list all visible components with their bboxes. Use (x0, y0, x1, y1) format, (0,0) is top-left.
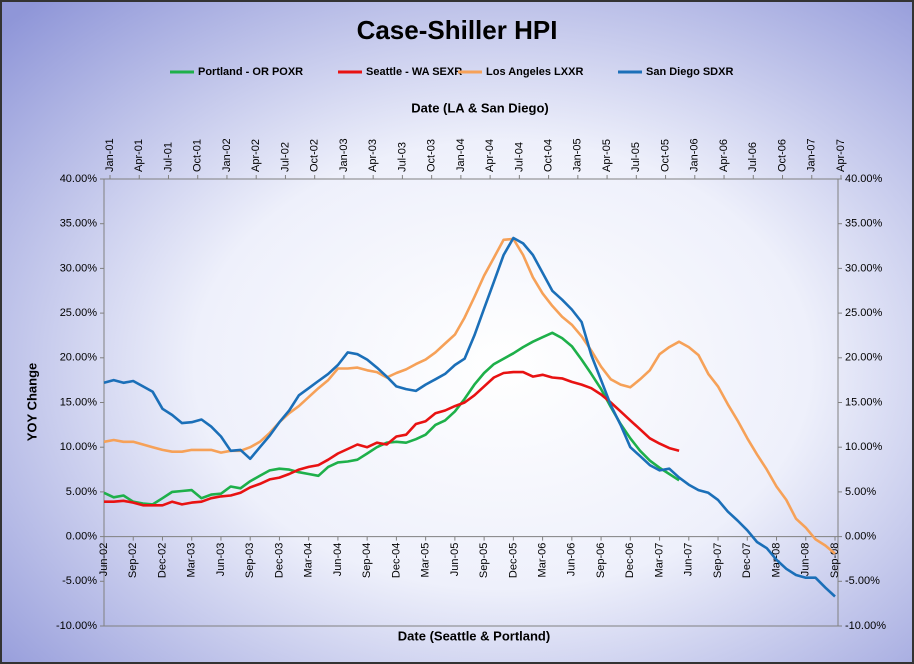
x-tick-label: Mar-06 (537, 543, 549, 578)
x2-tick-label: Jan-02 (221, 138, 233, 172)
x2-tick-label: Apr-01 (133, 139, 145, 172)
y-tick-label: 0.00% (66, 531, 97, 543)
y2-tick-label: 35.00% (845, 218, 883, 230)
x-tick-label: Sep-06 (595, 543, 607, 578)
y-tick-label: 5.00% (66, 486, 97, 498)
x2-tick-label: Oct-06 (776, 139, 788, 172)
y2-tick-label: -5.00% (845, 575, 880, 587)
x2-tick-label: Jan-01 (104, 138, 116, 172)
y-tick-label: 35.00% (60, 218, 98, 230)
x-tick-label: Dec-05 (507, 543, 519, 578)
chart-title: Case-Shiller HPI (357, 15, 558, 45)
legend-label: Los Angeles LXXR (486, 66, 583, 78)
x2-tick-label: Oct-05 (659, 139, 671, 172)
x2-tick-label: Apr-07 (835, 139, 847, 172)
x2-tick-label: Jul-05 (630, 142, 642, 172)
x2-tick-label: Jan-06 (689, 138, 701, 172)
x-tick-label: Dec-04 (390, 543, 402, 578)
x-tick-label: Sep-07 (712, 543, 724, 578)
legend-label: Portland - OR POXR (198, 66, 303, 78)
y2-tick-label: 5.00% (845, 486, 876, 498)
series-line (104, 370, 680, 507)
x2-tick-label: Jul-04 (513, 142, 525, 172)
x2-tick-label: Oct-02 (309, 139, 321, 172)
x-tick-label: Dec-03 (273, 543, 285, 578)
x2-tick-label: Jul-03 (396, 142, 408, 172)
y-tick-label: 25.00% (60, 307, 98, 319)
x2-tick-label: Jul-02 (279, 142, 291, 172)
x-tick-label: Sep-08 (829, 543, 841, 578)
x2-tick-label: Jul-06 (747, 142, 759, 172)
y-tick-label: 10.00% (60, 441, 98, 453)
series-line (103, 331, 680, 506)
x-tick-label: Jun-05 (449, 543, 461, 577)
x-tick-label: Mar-05 (420, 543, 432, 578)
x-tick-label: Sep-03 (244, 543, 256, 578)
x-tick-label: Jun-04 (332, 543, 344, 577)
x2-tick-label: Jan-07 (806, 138, 818, 172)
x2-tick-label: Jan-04 (455, 138, 467, 172)
x2-tick-label: Jan-05 (572, 138, 584, 172)
x-tick-label: Mar-07 (653, 543, 665, 578)
x-tick-label: Sep-04 (361, 543, 373, 578)
y-tick-label: 30.00% (60, 262, 98, 274)
y-tick-label: 40.00% (60, 173, 98, 185)
y2-tick-label: 15.00% (845, 396, 883, 408)
x-tick-label: Jun-08 (800, 543, 812, 577)
x2-tick-label: Oct-01 (192, 139, 204, 172)
x-tick-label: Sep-05 (478, 543, 490, 578)
x-tick-label: Dec-02 (156, 543, 168, 578)
x-tick-label: Dec-07 (741, 543, 753, 578)
x-tick-label: Sep-02 (127, 543, 139, 578)
x-tick-label: Mar-04 (303, 543, 315, 578)
x2-tick-label: Apr-04 (484, 139, 496, 172)
y-tick-label: -10.00% (56, 620, 97, 632)
x2-tick-label: Oct-03 (426, 139, 438, 172)
x-tick-label: Jun-06 (566, 543, 578, 577)
x-axis-title: Date (Seattle & Portland) (398, 628, 550, 643)
y2-tick-label: 40.00% (845, 173, 883, 185)
x2-tick-label: Apr-05 (601, 139, 613, 172)
x-tick-label: Mar-03 (186, 543, 198, 578)
y-axis-title: YOY Change (24, 363, 39, 442)
x2-tick-label: Apr-06 (718, 139, 730, 172)
x2-axis-title: Date (LA & San Diego) (411, 100, 548, 115)
x-tick-label: Jun-07 (683, 543, 695, 577)
series-line (103, 237, 836, 555)
x2-tick-label: Oct-04 (543, 139, 555, 172)
x2-tick-label: Jan-03 (338, 138, 350, 172)
x2-tick-label: Jul-01 (162, 142, 174, 172)
y-tick-label: -5.00% (62, 575, 97, 587)
y2-tick-label: 25.00% (845, 307, 883, 319)
y2-tick-label: 10.00% (845, 441, 883, 453)
y-tick-label: 20.00% (60, 352, 98, 364)
y2-tick-label: 20.00% (845, 352, 883, 364)
x-tick-label: Jun-02 (98, 543, 110, 577)
x2-tick-label: Apr-02 (250, 139, 262, 172)
x-tick-label: Dec-06 (624, 543, 636, 578)
legend-label: San Diego SDXR (646, 66, 733, 78)
x-tick-label: Jun-03 (215, 543, 227, 577)
legend-label: Seattle - WA SEXR (366, 66, 462, 78)
y2-tick-label: 30.00% (845, 262, 883, 274)
x2-tick-label: Apr-03 (367, 139, 379, 172)
series-line (103, 236, 836, 598)
y2-tick-label: 0.00% (845, 531, 876, 543)
y2-tick-label: -10.00% (845, 620, 886, 632)
y-tick-label: 15.00% (60, 396, 98, 408)
